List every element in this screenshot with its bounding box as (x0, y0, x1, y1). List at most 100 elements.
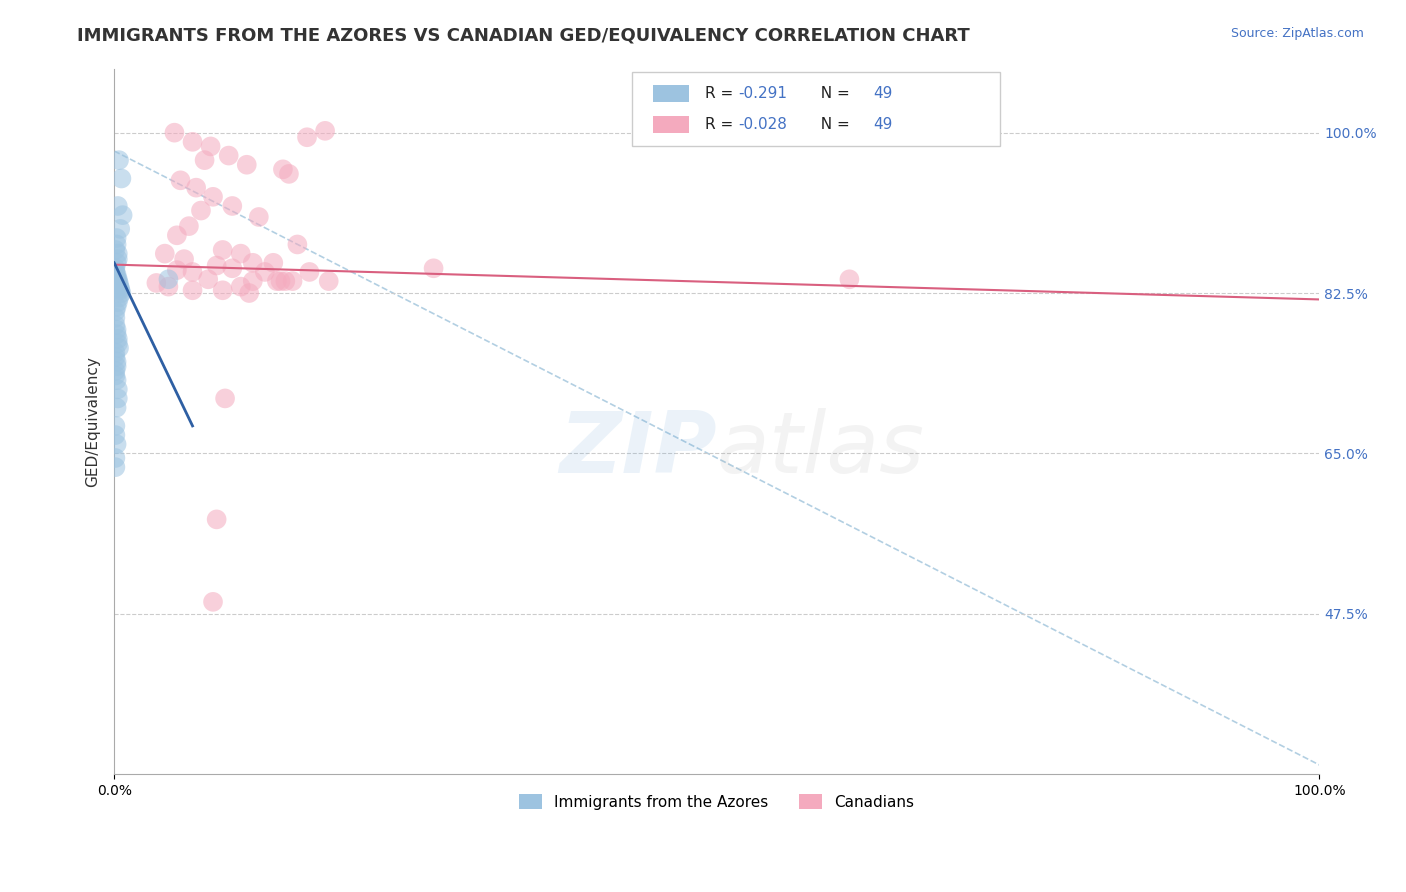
Point (104, 368, 127, 383)
Point (105, 237, 128, 252)
Point (157, 272, 180, 286)
FancyBboxPatch shape (652, 85, 689, 103)
Point (221, 261, 243, 276)
Text: 49: 49 (873, 87, 893, 101)
Point (211, 283, 233, 297)
Point (108, 291, 131, 305)
FancyBboxPatch shape (633, 72, 1000, 146)
Point (314, 124, 336, 138)
Point (107, 246, 129, 260)
Point (262, 256, 284, 270)
Point (104, 243, 127, 257)
Legend: Immigrants from the Azores, Canadians: Immigrants from the Azores, Canadians (513, 788, 921, 816)
Point (205, 512, 228, 526)
Point (278, 167, 301, 181)
Point (229, 279, 252, 293)
Point (107, 199, 129, 213)
Point (105, 401, 128, 415)
Text: R =: R = (704, 117, 738, 132)
Point (194, 153, 217, 168)
Point (145, 276, 167, 290)
Point (110, 283, 132, 297)
Point (318, 274, 340, 288)
Point (190, 203, 212, 218)
Point (295, 130, 318, 145)
Point (298, 265, 321, 279)
Point (108, 341, 131, 355)
Point (110, 222, 132, 236)
Point (238, 286, 260, 301)
Point (200, 139, 222, 153)
Point (105, 268, 128, 282)
Point (153, 246, 176, 260)
Point (105, 256, 128, 270)
Point (253, 265, 276, 279)
Point (211, 243, 233, 257)
Point (169, 173, 191, 187)
Point (271, 162, 294, 177)
FancyBboxPatch shape (652, 116, 689, 133)
Point (107, 336, 129, 351)
Text: R =: R = (704, 87, 738, 101)
Point (181, 265, 204, 279)
Point (107, 392, 129, 406)
Text: 49: 49 (873, 117, 893, 132)
Point (242, 274, 264, 288)
Point (107, 332, 129, 346)
Text: IMMIGRANTS FROM THE AZORES VS CANADIAN GED/EQUIVALENCY CORRELATION CHART: IMMIGRANTS FROM THE AZORES VS CANADIAN G… (77, 27, 970, 45)
Point (105, 270, 128, 285)
Point (166, 228, 188, 243)
Point (105, 300, 128, 314)
Point (108, 277, 131, 291)
Point (221, 199, 243, 213)
Point (105, 231, 128, 245)
Point (166, 263, 188, 277)
Point (105, 355, 128, 369)
Point (281, 274, 304, 288)
Point (107, 295, 129, 310)
Point (104, 345, 127, 359)
Point (422, 261, 444, 276)
Point (108, 279, 131, 293)
Text: atlas: atlas (717, 408, 925, 491)
Point (270, 274, 292, 288)
Point (107, 382, 129, 396)
Point (105, 437, 128, 451)
Point (104, 428, 127, 442)
Point (107, 252, 129, 266)
Point (266, 274, 288, 288)
Point (247, 210, 270, 224)
Point (177, 219, 200, 234)
Point (181, 135, 204, 149)
Point (105, 373, 128, 387)
Point (157, 279, 180, 293)
Point (105, 323, 128, 337)
Point (229, 246, 252, 260)
Text: ZIP: ZIP (560, 408, 717, 491)
Y-axis label: GED/Equivalency: GED/Equivalency (86, 356, 100, 487)
Text: N =: N = (811, 117, 855, 132)
Point (110, 281, 132, 295)
Point (186, 180, 208, 194)
Point (104, 460, 127, 475)
Point (104, 418, 127, 433)
Point (111, 208, 134, 222)
Point (202, 190, 225, 204)
Point (242, 256, 264, 270)
Point (108, 153, 131, 168)
Point (197, 272, 219, 286)
Point (838, 272, 860, 286)
Point (205, 259, 228, 273)
Point (105, 359, 128, 374)
Text: N =: N = (811, 87, 855, 101)
Point (104, 261, 127, 276)
Point (104, 265, 127, 279)
Point (105, 327, 128, 342)
Point (107, 274, 129, 288)
Point (218, 148, 240, 162)
Point (104, 450, 127, 465)
Point (173, 252, 195, 266)
Text: -0.028: -0.028 (738, 117, 787, 132)
Point (214, 392, 236, 406)
Point (110, 286, 132, 301)
